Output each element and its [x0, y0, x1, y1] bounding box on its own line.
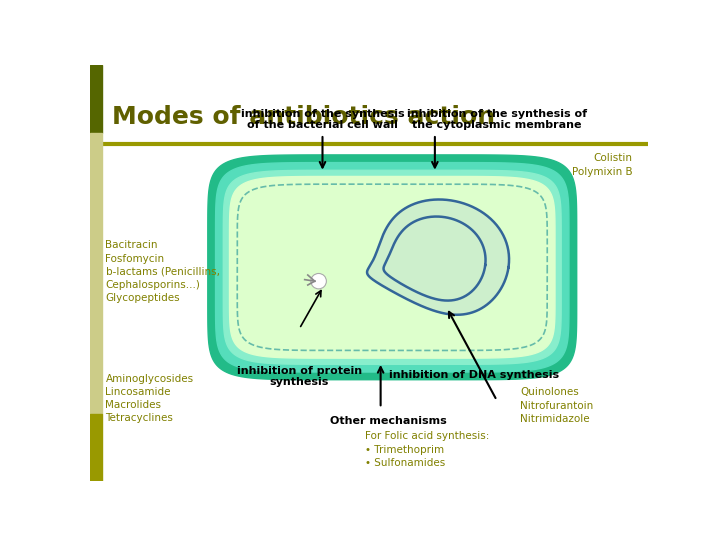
Circle shape	[311, 273, 326, 289]
Text: inhibition of protein
synthesis: inhibition of protein synthesis	[237, 366, 362, 388]
Text: Aminoglycosides
Lincosamide
Macrolides
Tetracyclines: Aminoglycosides Lincosamide Macrolides T…	[106, 374, 194, 423]
Bar	[90, 65, 102, 132]
Polygon shape	[215, 163, 569, 372]
Text: Colistin
Polymixin B: Colistin Polymixin B	[572, 153, 632, 177]
Polygon shape	[367, 199, 509, 315]
Text: inhibition of the synthesis
of the bacterial cell wall: inhibition of the synthesis of the bacte…	[240, 109, 405, 130]
Text: inhibition of the synthesis of
the cytoplasmic membrane: inhibition of the synthesis of the cytop…	[407, 109, 587, 130]
Bar	[90, 414, 102, 481]
Text: For Folic acid synthesis:
• Trimethoprim
• Sulfonamides: For Folic acid synthesis: • Trimethoprim…	[365, 431, 490, 468]
Text: Bacitracin
Fosfomycin
b-lactams (Penicillins,
Cephalosporins...)
Glycopeptides: Bacitracin Fosfomycin b-lactams (Penicil…	[106, 240, 220, 303]
Text: Other mechanisms: Other mechanisms	[330, 416, 446, 426]
Text: Quinolones
Nitrofurantoin
Nitrimidazole: Quinolones Nitrofurantoin Nitrimidazole	[520, 387, 593, 424]
Polygon shape	[208, 155, 577, 380]
Polygon shape	[223, 170, 561, 364]
Bar	[90, 132, 102, 414]
Polygon shape	[230, 177, 555, 358]
Text: inhibition of DNA synthesis: inhibition of DNA synthesis	[389, 370, 559, 380]
Text: Modes of antibiotics action: Modes of antibiotics action	[112, 105, 495, 129]
